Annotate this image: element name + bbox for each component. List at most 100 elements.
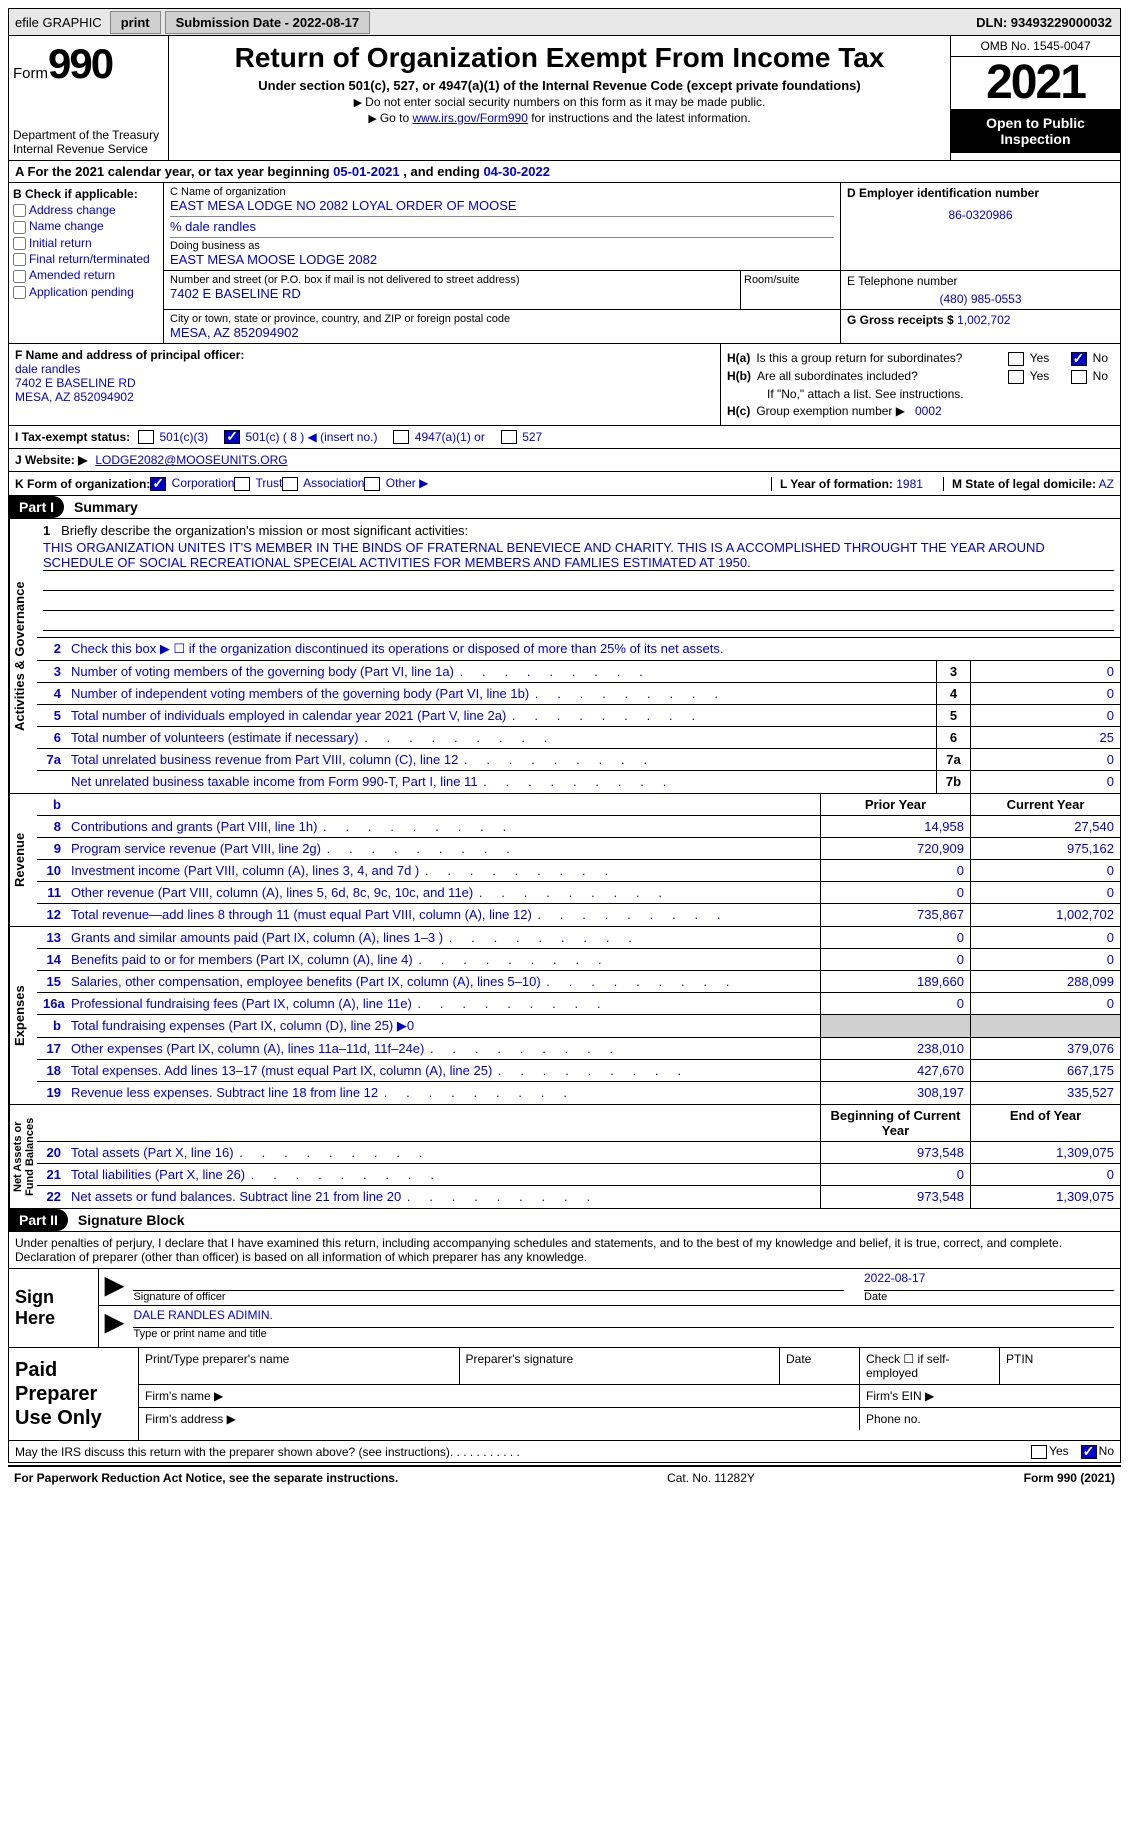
table-row: 5Total number of individuals employed in… — [37, 705, 1120, 727]
table-row: 7aTotal unrelated business revenue from … — [37, 749, 1120, 771]
firm-name-cell: Firm's name ▶ — [139, 1385, 860, 1407]
firm-ein-cell: Firm's EIN ▶ — [860, 1385, 1120, 1407]
footer-discuss-row: May the IRS discuss this return with the… — [8, 1441, 1121, 1463]
part-ii-badge: Part II — [9, 1209, 68, 1231]
paid-preparer-label: Paid Preparer Use Only — [9, 1348, 139, 1440]
table-row: 18Total expenses. Add lines 13–17 (must … — [37, 1060, 1120, 1082]
section-net-assets: Net Assets or Fund Balances Beginning of… — [8, 1105, 1121, 1209]
check-name-change[interactable]: Name change — [13, 219, 159, 233]
q2-text: Check this box ▶ ☐ if the organization d… — [67, 638, 1120, 660]
table-row: 15Salaries, other compensation, employee… — [37, 971, 1120, 993]
form-subtitle: Under section 501(c), 527, or 4947(a)(1)… — [175, 78, 944, 93]
col-eoy: End of Year — [970, 1105, 1120, 1141]
header-mid: Return of Organization Exempt From Incom… — [169, 36, 950, 160]
block-bcd: B Check if applicable: Address change Na… — [8, 183, 1121, 344]
tab-expenses: Expenses — [9, 927, 37, 1104]
mission-text: THIS ORGANIZATION UNITES IT'S MEMBER IN … — [43, 540, 1114, 571]
sig-officer-field[interactable] — [133, 1271, 844, 1291]
org-name: EAST MESA LODGE NO 2082 LOYAL ORDER OF M… — [170, 198, 834, 213]
firm-phone-cell: Phone no. — [860, 1408, 1120, 1430]
prep-name-cell: Print/Type preparer's name — [139, 1348, 460, 1384]
prep-date-cell: Date — [780, 1348, 860, 1384]
col-c: C Name of organization EAST MESA LODGE N… — [164, 183, 1120, 343]
table-row: 21Total liabilities (Part X, line 26)00 — [37, 1164, 1120, 1186]
trust-check[interactable] — [234, 477, 250, 491]
hb-no-check[interactable] — [1071, 370, 1087, 384]
cat-number: Cat. No. 11282Y — [667, 1471, 755, 1485]
part-ii-header-row: Part II Signature Block — [8, 1209, 1121, 1232]
other-check[interactable] — [364, 477, 380, 491]
check-initial-return[interactable]: Initial return — [13, 236, 159, 250]
table-row: 8Contributions and grants (Part VIII, li… — [37, 816, 1120, 838]
arrow-icon: ▶ — [105, 1271, 123, 1303]
check-amended-return[interactable]: Amended return — [13, 268, 159, 282]
gross-receipts: 1,002,702 — [957, 313, 1010, 327]
form-note-1: Do not enter social security numbers on … — [175, 95, 944, 109]
table-row: 22Net assets or fund balances. Subtract … — [37, 1186, 1120, 1208]
check-final-return[interactable]: Final return/terminated — [13, 252, 159, 266]
prep-self-cell: Check ☐ if self-employed — [860, 1348, 1000, 1384]
col-b-label: B Check if applicable: — [13, 187, 159, 201]
table-row: 17Other expenses (Part IX, column (A), l… — [37, 1038, 1120, 1060]
open-public-badge: Open to Public Inspection — [951, 109, 1120, 153]
phone-value: (480) 985-0553 — [847, 292, 1114, 306]
section-activities: Activities & Governance 1 Briefly descri… — [8, 519, 1121, 794]
arrow-icon: ▶ — [105, 1308, 123, 1340]
dln-label: DLN: 93493229000032 — [976, 15, 1120, 30]
501c-check[interactable] — [224, 430, 240, 444]
line-a: A For the 2021 calendar year, or tax yea… — [8, 161, 1121, 183]
org-name-cell: C Name of organization EAST MESA LODGE N… — [164, 183, 840, 270]
sign-here-label: Sign Here — [9, 1269, 99, 1347]
check-application-pending[interactable]: Application pending — [13, 285, 159, 299]
form-ref: Form 990 (2021) — [1024, 1471, 1115, 1485]
website-link[interactable]: LODGE2082@MOOSEUNITS.ORG — [95, 453, 287, 467]
efile-label: efile GRAPHIC — [9, 15, 108, 30]
group-exemption: 0002 — [915, 404, 942, 418]
corp-check[interactable] — [150, 477, 166, 491]
527-check[interactable] — [501, 430, 517, 444]
col-b-checkboxes: B Check if applicable: Address change Na… — [9, 183, 164, 343]
form-note-2: Go to www.irs.gov/Form990 for instructio… — [175, 111, 944, 125]
room-suite-cell: Room/suite — [740, 271, 840, 309]
gross-receipts-cell: G Gross receipts $ 1,002,702 — [840, 310, 1120, 343]
part-i-title: Summary — [64, 496, 148, 518]
city: MESA, AZ 852094902 — [170, 325, 834, 340]
ha-yes-check[interactable] — [1008, 352, 1024, 366]
table-row: 9Program service revenue (Part VIII, lin… — [37, 838, 1120, 860]
city-cell: City or town, state or province, country… — [164, 310, 840, 343]
submission-date-button[interactable]: Submission Date - 2022-08-17 — [165, 11, 371, 34]
check-address-change[interactable]: Address change — [13, 203, 159, 217]
irs-link[interactable]: www.irs.gov/Form990 — [413, 111, 528, 125]
paid-preparer-block: Paid Preparer Use Only Print/Type prepar… — [8, 1348, 1121, 1441]
ein-value: 86-0320986 — [847, 208, 1114, 222]
tab-revenue: Revenue — [9, 794, 37, 926]
tax-year-end: 04-30-2022 — [483, 164, 550, 179]
section-expenses: Expenses 13Grants and similar amounts pa… — [8, 927, 1121, 1105]
line-klm: K Form of organization: Corporation Trus… — [8, 472, 1121, 496]
discuss-no-check[interactable] — [1081, 1445, 1097, 1459]
hb-note: If "No," attach a list. See instructions… — [727, 387, 1114, 401]
4947-check[interactable] — [393, 430, 409, 444]
ein-cell: D Employer identification number 86-0320… — [840, 183, 1120, 270]
discuss-yes-check[interactable] — [1031, 1445, 1047, 1459]
care-of: % dale randles — [170, 216, 834, 234]
street: 7402 E BASELINE RD — [170, 286, 734, 301]
table-row: 12Total revenue—add lines 8 through 11 (… — [37, 904, 1120, 926]
footer-bar: For Paperwork Reduction Act Notice, see … — [8, 1465, 1121, 1489]
print-button[interactable]: print — [110, 11, 161, 34]
col-current-year: Current Year — [970, 794, 1120, 815]
year-formation: 1981 — [896, 477, 923, 491]
table-row: 16aProfessional fundraising fees (Part I… — [37, 993, 1120, 1015]
assoc-check[interactable] — [282, 477, 298, 491]
tab-net-assets: Net Assets or Fund Balances — [9, 1105, 37, 1208]
ha-no-check[interactable] — [1071, 352, 1087, 366]
hb-yes-check[interactable] — [1008, 370, 1024, 384]
form-number: 990 — [48, 40, 112, 87]
form-title: Return of Organization Exempt From Incom… — [175, 42, 944, 74]
501c3-check[interactable] — [138, 430, 154, 444]
omb-number: OMB No. 1545-0047 — [951, 36, 1120, 57]
sig-intro: Under penalties of perjury, I declare th… — [9, 1232, 1120, 1269]
line-j: J Website: ▶ LODGE2082@MOOSEUNITS.ORG — [8, 449, 1121, 472]
part-ii-title: Signature Block — [68, 1209, 195, 1231]
firm-addr-cell: Firm's address ▶ — [139, 1408, 860, 1430]
